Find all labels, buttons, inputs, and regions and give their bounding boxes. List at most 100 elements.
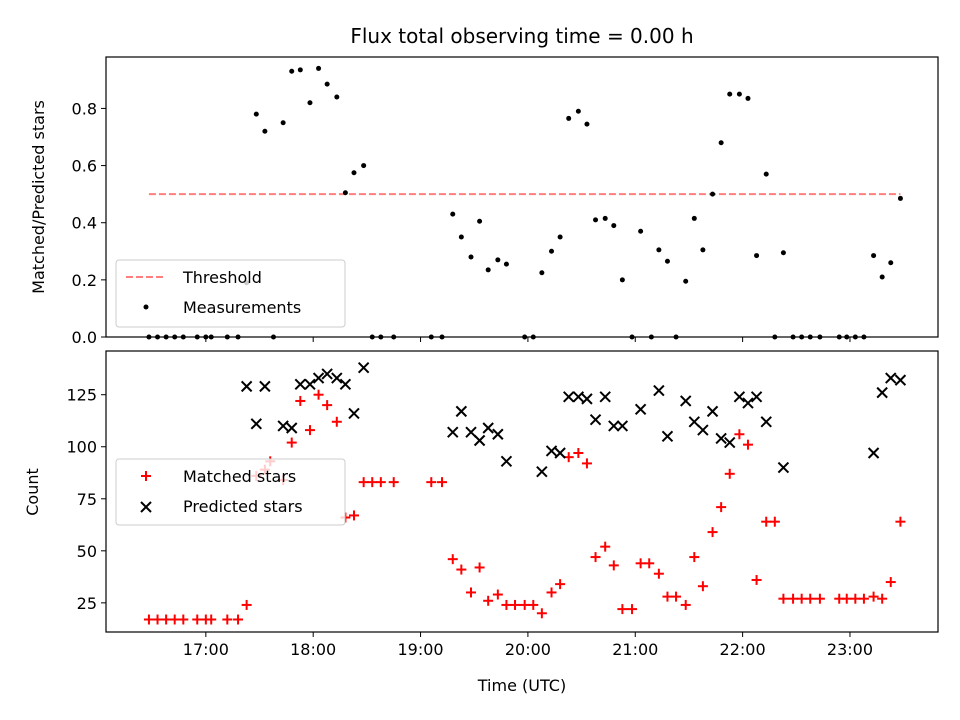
x-axis-label: Time (UTC) xyxy=(477,676,566,695)
matched-star-point xyxy=(858,593,869,604)
predicted-star-point xyxy=(706,405,719,418)
measurement-point xyxy=(316,65,322,71)
matched-star-point xyxy=(152,614,163,625)
matched-star-point xyxy=(600,541,611,552)
matched-star-point xyxy=(885,577,896,588)
predicted-star-point xyxy=(680,395,692,407)
y-tick-label: 0.8 xyxy=(72,99,97,118)
predicted-star-point xyxy=(348,407,360,420)
measurement-point xyxy=(503,261,509,267)
measurement-point xyxy=(297,67,303,73)
matched-star-point xyxy=(841,593,852,604)
predicted-star-point xyxy=(777,461,790,474)
predicted-star-point xyxy=(331,372,343,384)
matched-star-point xyxy=(788,593,799,604)
measurement-point xyxy=(334,94,340,100)
matched-star-point xyxy=(724,468,735,479)
measurement-point xyxy=(656,247,662,253)
x-tick-label: 19:00 xyxy=(397,640,443,659)
top-panel: 0.00.20.40.60.8 Matched/Predicted stars … xyxy=(29,56,939,347)
matched-star-point xyxy=(222,614,233,625)
matched-star-point xyxy=(689,552,700,563)
predicted-star-point xyxy=(277,420,289,432)
predicted-star-point xyxy=(661,430,674,443)
matched-star-point xyxy=(644,558,655,569)
predicted-star-point xyxy=(688,416,701,428)
legend-measurements-label: Measurements xyxy=(183,298,301,317)
predicted-star-point xyxy=(608,420,620,432)
predicted-star-point xyxy=(634,403,647,415)
measurement-point xyxy=(584,121,590,127)
predicted-star-point xyxy=(715,432,727,445)
matched-star-point xyxy=(519,599,530,610)
predicted-star-point xyxy=(885,372,897,384)
measurement-point xyxy=(289,68,295,74)
matched-star-point xyxy=(178,614,189,625)
y-tick-label: 125 xyxy=(66,386,97,405)
matched-star-point xyxy=(510,599,521,610)
predicted-star-point xyxy=(554,447,566,459)
top-plot-marks xyxy=(146,65,903,340)
matched-star-point xyxy=(322,400,333,411)
matched-star-point xyxy=(716,502,727,513)
chart-title: Flux total observing time = 0.00 h xyxy=(350,24,693,48)
measurement-point xyxy=(458,234,464,240)
matched-star-point xyxy=(805,593,816,604)
bottom-legend: Matched stars Predicted stars xyxy=(115,458,346,526)
predicted-star-point xyxy=(339,378,352,391)
legend-predicted-swatch xyxy=(140,501,152,513)
measurement-point xyxy=(718,140,724,146)
matched-star-point xyxy=(474,562,485,573)
bottom-axis-ticks: 17:00 18:00 19:00 20:00 21:00 22:00 23:00 25 50 7… xyxy=(66,386,873,659)
predicted-star-point xyxy=(599,391,611,403)
measurement-point xyxy=(477,218,483,224)
matched-star-point xyxy=(313,389,324,400)
measurement-point xyxy=(664,258,670,264)
measurement-point xyxy=(619,277,625,283)
predicted-star-point xyxy=(724,436,736,449)
measurement-point xyxy=(324,81,330,87)
predicted-star-point xyxy=(750,391,763,403)
matched-star-point xyxy=(233,614,244,625)
matched-star-point xyxy=(590,552,601,563)
predicted-star-point xyxy=(294,378,307,391)
top-axes-frame xyxy=(105,56,939,338)
predicted-star-point xyxy=(304,378,316,391)
x-tick-label: 21:00 xyxy=(612,640,658,659)
matched-star-point xyxy=(662,591,673,602)
measurement-point xyxy=(727,91,733,97)
matched-star-point xyxy=(769,516,780,527)
matched-star-point xyxy=(627,604,638,615)
matched-star-point xyxy=(192,614,203,625)
bottom-plot-marks xyxy=(143,361,907,625)
x-tick-label: 23:00 xyxy=(827,640,873,659)
predicted-star-point xyxy=(581,393,593,405)
matched-star-point xyxy=(895,516,906,527)
legend-predicted-label: Predicted stars xyxy=(183,497,303,516)
matched-star-point xyxy=(295,395,306,406)
matched-star-point xyxy=(734,429,745,440)
y-tick-label: 0.4 xyxy=(72,214,97,233)
measurement-point xyxy=(557,234,563,240)
matched-star-point xyxy=(536,608,547,619)
measurement-point xyxy=(763,171,769,177)
matched-star-point xyxy=(761,516,772,527)
measurement-point xyxy=(468,254,474,260)
top-axis-ticks: 0.0 0.2 0.4 0.6 0.8 xyxy=(72,99,851,347)
matched-star-point xyxy=(635,558,646,569)
measurement-point xyxy=(539,270,545,276)
measurement-point xyxy=(780,250,786,256)
predicted-star-point xyxy=(867,447,880,459)
measurement-point xyxy=(879,274,885,280)
measurement-point xyxy=(611,223,617,229)
matched-star-point xyxy=(751,574,762,585)
matched-star-point xyxy=(697,581,708,592)
matched-star-point xyxy=(447,554,458,565)
matched-star-point xyxy=(241,599,252,610)
legend-matched-label: Matched stars xyxy=(183,467,296,486)
matched-star-point xyxy=(426,477,437,488)
measurement-point xyxy=(361,163,367,169)
predicted-star-point xyxy=(473,434,486,447)
matched-star-point xyxy=(348,510,359,521)
matched-star-point xyxy=(206,614,217,625)
